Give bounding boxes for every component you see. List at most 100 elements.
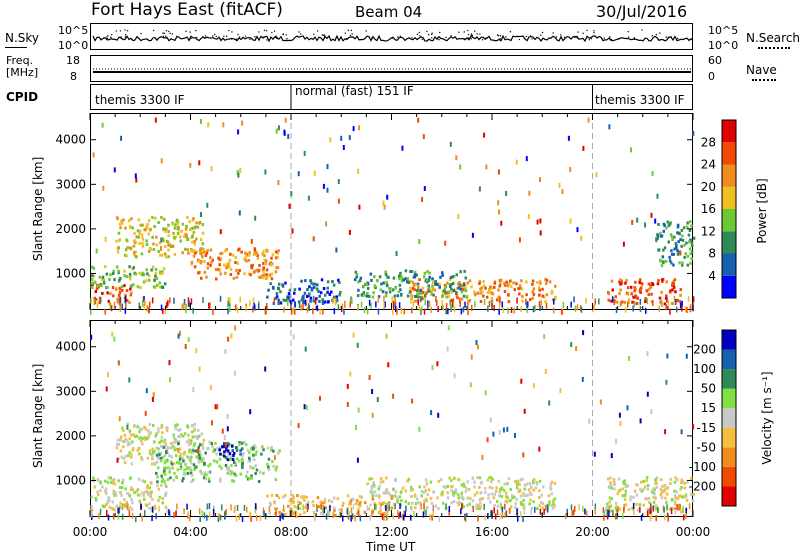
range-cell xyxy=(359,276,363,280)
range-cell xyxy=(219,257,222,261)
range-cell xyxy=(247,258,251,262)
range-cell xyxy=(138,241,141,245)
range-cell xyxy=(444,291,448,295)
range-cell xyxy=(259,276,262,279)
range-cell xyxy=(250,476,253,480)
ground-scatter-cell xyxy=(388,504,391,511)
range-cell xyxy=(113,494,116,497)
scatter-cell xyxy=(497,200,500,206)
ground-scatter-cell xyxy=(594,508,596,515)
range-cell xyxy=(508,282,511,286)
ground-scatter-cell xyxy=(350,507,353,514)
range-cell xyxy=(90,495,94,499)
range-cell xyxy=(139,223,142,227)
range-cell xyxy=(98,275,101,279)
range-cell xyxy=(139,427,142,431)
range-cell xyxy=(553,497,557,501)
ground-scatter-cell xyxy=(325,513,328,520)
range-cell xyxy=(538,288,541,292)
range-cell xyxy=(656,282,660,286)
range-cell xyxy=(191,447,195,451)
range-cell xyxy=(119,435,123,439)
scatter-cell xyxy=(505,190,508,196)
range-cell xyxy=(278,510,281,514)
range-cell xyxy=(92,476,95,480)
range-cell xyxy=(185,224,188,228)
range-cell xyxy=(427,284,430,288)
range-cell xyxy=(253,443,256,447)
scatter-cell xyxy=(325,221,328,227)
nsearch-point xyxy=(586,29,588,32)
ground-scatter-cell xyxy=(616,508,618,515)
ground-scatter-cell xyxy=(401,513,404,520)
range-cell xyxy=(193,422,197,426)
range-cell xyxy=(448,278,452,281)
ground-scatter-cell xyxy=(640,514,643,521)
scatter-cell xyxy=(90,334,93,340)
range-cell xyxy=(256,256,260,260)
range-cell xyxy=(91,285,94,289)
range-cell xyxy=(138,436,141,440)
range-cell xyxy=(124,248,128,252)
range-cell xyxy=(168,470,171,474)
range-cell xyxy=(289,301,293,305)
cpid-segment-3: themis 3300 IF xyxy=(595,93,685,107)
range-cell xyxy=(496,504,500,508)
freq-unit-label: [MHz] xyxy=(6,66,39,79)
range-cell xyxy=(550,289,554,293)
station-title: Fort Hays East (fitACF) xyxy=(91,0,283,20)
scatter-cell xyxy=(514,433,516,438)
range-cell xyxy=(681,238,685,242)
range-cell xyxy=(309,299,312,303)
colorbar-tick-label: -50 xyxy=(696,440,716,454)
range-cell xyxy=(679,494,683,498)
range-cell xyxy=(384,273,388,277)
range-cell xyxy=(457,493,460,497)
ground-scatter-cell xyxy=(435,296,437,303)
cpid-frame xyxy=(90,84,693,110)
range-cell xyxy=(662,248,665,252)
ground-scatter-cell xyxy=(241,516,244,522)
range-cell xyxy=(93,485,97,489)
nsearch-point xyxy=(497,34,500,37)
range-cell xyxy=(624,489,628,493)
range-cell xyxy=(106,480,110,484)
range-cell xyxy=(609,481,612,485)
range-cell xyxy=(258,263,261,267)
ground-scatter-cell xyxy=(314,298,317,305)
range-cell xyxy=(457,503,460,507)
range-cell xyxy=(276,266,280,270)
range-cell xyxy=(674,241,678,245)
range-cell xyxy=(133,239,136,243)
range-cell xyxy=(338,508,342,512)
ground-scatter-cell xyxy=(212,508,215,515)
scatter-cell xyxy=(483,132,486,138)
range-cell xyxy=(106,500,109,504)
range-cell xyxy=(160,425,163,429)
range-cell xyxy=(164,252,167,256)
scatter-cell xyxy=(216,404,219,410)
range-cell xyxy=(486,291,490,294)
range-cell xyxy=(97,493,100,497)
range-cell xyxy=(138,499,141,503)
range-cell xyxy=(193,239,196,243)
range-cell xyxy=(651,283,655,286)
ground-scatter-cell xyxy=(235,515,238,522)
range-cell xyxy=(157,250,160,253)
nsearch-point xyxy=(499,38,502,40)
range-cell xyxy=(158,495,162,499)
range-cell xyxy=(107,497,111,501)
nsearch-point xyxy=(421,38,423,41)
range-cell xyxy=(132,283,135,287)
range-cell xyxy=(542,295,546,299)
range-cell xyxy=(364,501,367,505)
ground-scatter-cell xyxy=(403,514,405,521)
range-cell xyxy=(414,299,417,303)
range-cell xyxy=(202,248,205,251)
range-cell xyxy=(238,459,241,463)
ground-scatter-cell xyxy=(526,306,529,313)
ground-scatter-cell xyxy=(487,513,489,520)
range-cell xyxy=(446,484,449,488)
range-cell xyxy=(203,476,206,480)
ground-scatter-cell xyxy=(202,297,204,304)
